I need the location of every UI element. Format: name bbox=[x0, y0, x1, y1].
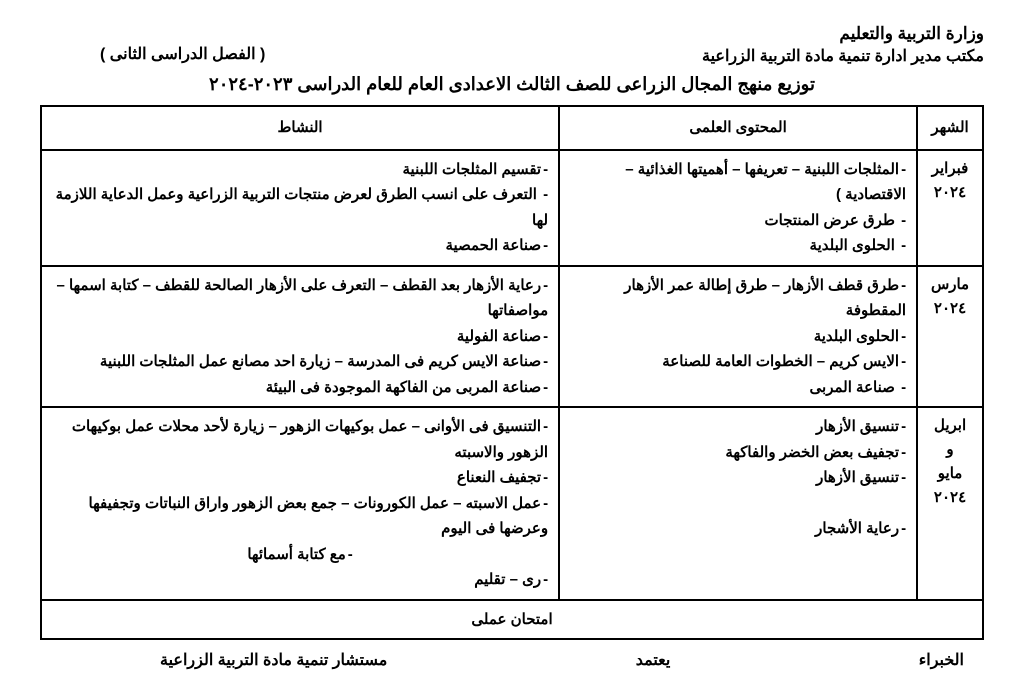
activity-item: تجفيف النعناع bbox=[52, 465, 548, 491]
table-row: مارس٢٠٢٤ طرق قطف الأزهار – طرق إطالة عمر… bbox=[41, 266, 983, 408]
col-header-activity: النشاط bbox=[41, 106, 559, 150]
document-header: وزارة التربية والتعليم مكتب مدير ادارة ت… bbox=[40, 24, 984, 66]
content-item: طرق عرض المنتجات bbox=[570, 208, 906, 234]
col-header-content: المحتوى العلمى bbox=[559, 106, 917, 150]
footer-counselor: مستشار تنمية مادة التربية الزراعية bbox=[160, 650, 387, 670]
table-body: فبراير٢٠٢٤ المثلجات اللبنية – تعريفها – … bbox=[41, 150, 983, 640]
activity-cell: تقسيم المثلجات اللبنية التعرف على انسب ا… bbox=[41, 150, 559, 266]
content-item: تنسيق الأزهار bbox=[570, 414, 906, 440]
content-item: الحلوى البلدية bbox=[570, 324, 906, 350]
activity-item: عمل الاسبته – عمل الكورونات – جمع بعض ال… bbox=[52, 491, 548, 542]
table-row: فبراير٢٠٢٤ المثلجات اللبنية – تعريفها – … bbox=[41, 150, 983, 266]
exam-cell: امتحان عملى bbox=[41, 600, 983, 640]
curriculum-table: الشهر المحتوى العلمى النشاط فبراير٢٠٢٤ ا… bbox=[40, 105, 984, 640]
table-header-row: الشهر المحتوى العلمى النشاط bbox=[41, 106, 983, 150]
activity-item: صناعة المربى من الفاكهة الموجودة فى البي… bbox=[52, 375, 548, 401]
content-item: تنسيق الأزهار bbox=[570, 465, 906, 491]
footer-signatures: الخبراء يعتمد مستشار تنمية مادة التربية … bbox=[40, 650, 984, 670]
footer-approve: يعتمد bbox=[636, 650, 671, 670]
table-row: ابريلومايو٢٠٢٤ تنسيق الأزهار تجفيف بعض ا… bbox=[41, 407, 983, 600]
exam-row: امتحان عملى bbox=[41, 600, 983, 640]
content-item: طرق قطف الأزهار – طرق إطالة عمر الأزهار … bbox=[570, 273, 906, 324]
activity-item: صناعة الايس كريم فى المدرسة – زيارة احد … bbox=[52, 349, 548, 375]
content-item: المثلجات اللبنية – تعريفها – أهميتها الغ… bbox=[570, 157, 906, 208]
content-item: الحلوى البلدية bbox=[570, 233, 906, 259]
month-cell: مارس٢٠٢٤ bbox=[917, 266, 983, 408]
page-title: توزيع منهج المجال الزراعى للصف الثالث ال… bbox=[40, 74, 984, 95]
content-item: رعاية الأشجار bbox=[570, 516, 906, 542]
semester-label: ( الفصل الدراسى الثانى ) bbox=[100, 44, 265, 64]
content-item: الايس كريم – الخطوات العامة للصناعة bbox=[570, 349, 906, 375]
activity-cell: رعاية الأزهار بعد القطف – التعرف على الأ… bbox=[41, 266, 559, 408]
footer-experts: الخبراء bbox=[919, 650, 964, 670]
content-cell: طرق قطف الأزهار – طرق إطالة عمر الأزهار … bbox=[559, 266, 917, 408]
month-cell: ابريلومايو٢٠٢٤ bbox=[917, 407, 983, 600]
activity-item: صناعة الفولية bbox=[52, 324, 548, 350]
activity-cell: التنسيق فى الأوانى – عمل بوكيهات الزهور … bbox=[41, 407, 559, 600]
content-cell: تنسيق الأزهار تجفيف بعض الخضر والفاكهة ت… bbox=[559, 407, 917, 600]
activity-item: مع كتابة أسمائها bbox=[52, 542, 548, 568]
activity-item: صناعة الحمصية bbox=[52, 233, 548, 259]
content-item: تجفيف بعض الخضر والفاكهة bbox=[570, 440, 906, 466]
content-item: صناعة المربى bbox=[570, 375, 906, 401]
activity-item: رى – تقليم bbox=[52, 567, 548, 593]
activity-item: التنسيق فى الأوانى – عمل بوكيهات الزهور … bbox=[52, 414, 548, 465]
content-cell: المثلجات اللبنية – تعريفها – أهميتها الغ… bbox=[559, 150, 917, 266]
ministry-line: وزارة التربية والتعليم bbox=[40, 24, 984, 44]
activity-item: التعرف على انسب الطرق لعرض منتجات التربي… bbox=[52, 182, 548, 233]
activity-item: رعاية الأزهار بعد القطف – التعرف على الأ… bbox=[52, 273, 548, 324]
activity-item: تقسيم المثلجات اللبنية bbox=[52, 157, 548, 183]
col-header-month: الشهر bbox=[917, 106, 983, 150]
month-cell: فبراير٢٠٢٤ bbox=[917, 150, 983, 266]
